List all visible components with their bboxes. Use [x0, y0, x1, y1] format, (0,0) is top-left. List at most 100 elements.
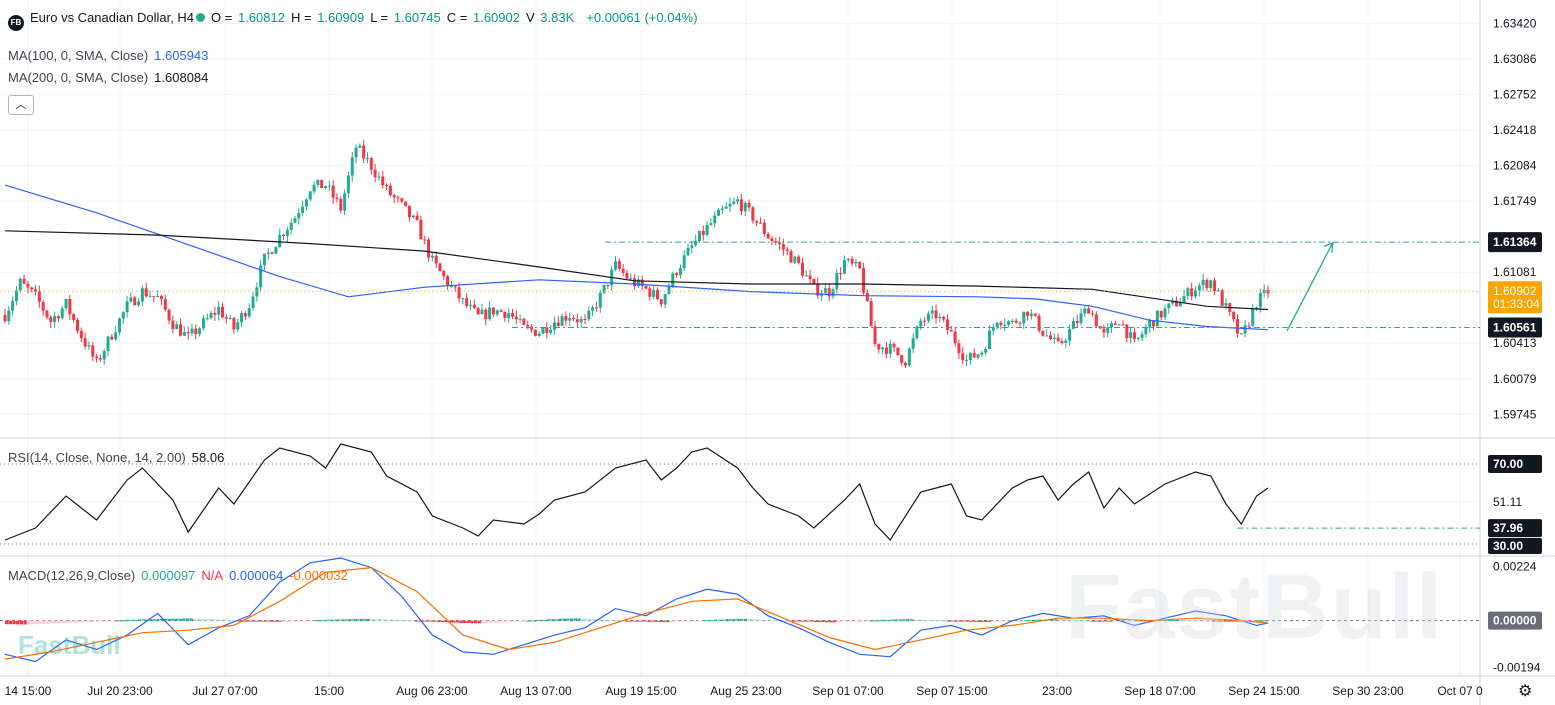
price-tick-label: 1.63086	[1493, 52, 1537, 66]
candle-up	[1155, 310, 1159, 327]
macd-histogram-bar	[418, 620, 422, 622]
candle-down	[972, 352, 976, 358]
settings-gear-icon[interactable]: ⚙	[1518, 683, 1533, 700]
candle-down	[530, 326, 534, 330]
macd-histogram-bar	[237, 620, 241, 622]
candle-down	[751, 207, 755, 221]
macd-histogram-bar	[474, 620, 478, 624]
candle-up	[1064, 340, 1068, 343]
candle-down	[633, 278, 637, 287]
candle-down	[438, 263, 442, 272]
macd-histogram-bar	[669, 620, 674, 622]
macd-histogram-bar	[935, 620, 939, 622]
price-tick-label: 1.59745	[1493, 407, 1537, 421]
candle-down	[56, 316, 60, 319]
candle-up	[11, 301, 15, 311]
macd-histogram-bar	[1234, 620, 1239, 622]
time-tick-label: Sep 24 15:00	[1228, 684, 1300, 698]
macd-histogram-bar	[706, 620, 710, 622]
macd-histogram-bar	[514, 620, 518, 622]
candle-up	[140, 288, 144, 302]
candle-down	[533, 329, 537, 336]
macd-histogram-bar	[318, 620, 323, 622]
candle-up	[327, 185, 331, 187]
candle-down	[1205, 279, 1209, 289]
macd-histogram-bar	[828, 620, 832, 623]
macd-legend[interactable]: MACD(12,26,9,Close) 0.000097 N/A 0.000064 -0…	[8, 568, 354, 583]
collapse-legend-button[interactable]: ︿	[8, 95, 34, 115]
macd-histogram-bar	[248, 620, 253, 622]
macd-histogram-bar	[1101, 620, 1106, 622]
ohlc-label: H =	[290, 10, 316, 25]
macd-histogram-bar	[1109, 620, 1113, 622]
macd-histogram-bar	[972, 620, 976, 622]
ma200-legend[interactable]: MA(200, 0, SMA, Close) 1.608084	[8, 70, 214, 85]
macd-histogram-bar	[485, 620, 489, 624]
ohlc-value: 1.60812	[237, 10, 285, 25]
macd-histogram-bar	[381, 619, 385, 621]
macd-histogram-bar	[41, 620, 46, 624]
candle-down	[659, 299, 663, 305]
candle-up	[686, 247, 690, 256]
macd-histogram-bar	[141, 619, 145, 621]
candle-up	[938, 316, 942, 319]
macd-histogram-bar	[939, 620, 943, 622]
macd-histogram-bar	[341, 619, 345, 621]
macd-histogram-bar	[307, 620, 312, 622]
price-tick-label: 1.62752	[1493, 88, 1537, 102]
candle-up	[205, 318, 209, 320]
candle-down	[83, 338, 87, 347]
macd-histogram-bar	[673, 620, 677, 622]
candle-down	[827, 288, 831, 297]
macd-histogram-bar	[802, 620, 806, 622]
candle-down	[1014, 320, 1018, 323]
candle-up	[1029, 313, 1033, 316]
ohlc-label: L =	[370, 10, 392, 25]
rsi-30-tag-bg	[1488, 538, 1542, 554]
macd-histogram-bar	[773, 620, 777, 622]
candle-up	[278, 234, 282, 248]
macd-histogram-bar	[1020, 620, 1024, 622]
candle-down	[739, 199, 743, 212]
macd-histogram-bar	[522, 620, 526, 622]
candle-down	[404, 201, 408, 206]
candle-down	[392, 195, 396, 198]
candle-down	[904, 362, 908, 366]
macd-histogram-bar	[544, 619, 548, 621]
macd-histogram-bar	[78, 620, 83, 623]
candle-up	[831, 289, 835, 297]
macd-histogram-bar	[45, 620, 49, 624]
ma100-legend[interactable]: MA(100, 0, SMA, Close) 1.605943	[8, 48, 214, 63]
candle-up	[1007, 321, 1011, 325]
candle-down	[457, 287, 461, 299]
candle-down	[362, 145, 366, 159]
candle-down	[583, 318, 587, 320]
candle-down	[1056, 337, 1060, 342]
macd-histogram-bar	[93, 620, 97, 622]
rsi-legend[interactable]: RSI(14, Close, None, 14, 2.00) 58.06	[8, 450, 230, 465]
candle-down	[877, 344, 881, 350]
macd-histogram-bar	[776, 620, 781, 622]
candle-down	[396, 197, 400, 199]
candle-up	[156, 296, 160, 298]
candle-down	[220, 306, 224, 318]
candle-down	[873, 326, 877, 345]
candle-up	[324, 186, 328, 189]
candle-down	[1152, 320, 1156, 327]
macd-histogram-bar	[256, 620, 260, 622]
macd-histogram-bar	[322, 620, 326, 622]
candle-up	[274, 247, 278, 254]
candle-up	[316, 179, 320, 185]
macd-histogram-bar	[909, 619, 914, 621]
macd-histogram-bar	[835, 620, 840, 623]
macd-histogram-bar	[758, 619, 762, 621]
macd-histogram-bar	[1231, 620, 1235, 622]
candle-up	[129, 297, 133, 302]
candle-down	[957, 343, 961, 354]
candle-down	[282, 234, 286, 237]
candle-down	[934, 310, 938, 319]
candle-up	[1003, 324, 1007, 326]
projection-arrowhead	[1323, 241, 1334, 253]
macd-histogram-bar	[215, 619, 219, 621]
